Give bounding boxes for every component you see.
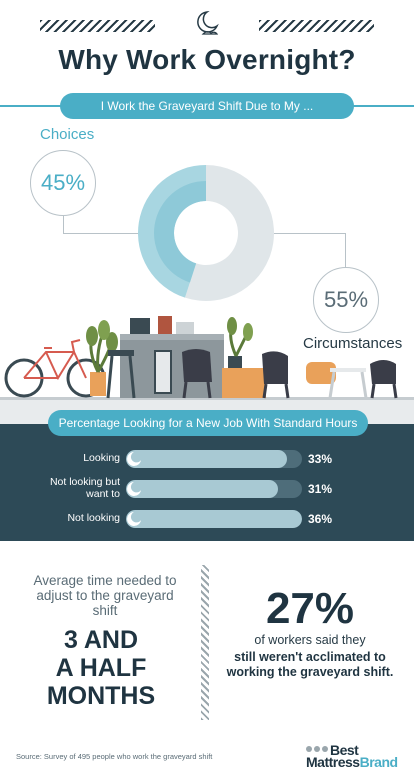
adjust-duration-line: A HALF [55, 654, 147, 682]
job-bar-track [126, 480, 302, 498]
donut-slice-choices-inner [154, 181, 206, 283]
moon-icon [127, 482, 141, 496]
circumstances-label: Circumstances [303, 335, 403, 352]
logo-mattress: MattressBrand [306, 754, 398, 770]
reasons-donut-chart [138, 165, 274, 301]
brand-logo: Best MattressBrand [306, 742, 398, 772]
reasons-banner: I Work the Graveyard Shift Due to My ... [60, 93, 354, 119]
job-row: Looking 33% [0, 448, 414, 468]
acclimated-line1: of workers said they [254, 633, 366, 647]
adjust-duration: 3 AND A HALF MONTHS [26, 626, 176, 710]
moon-icon [197, 11, 219, 35]
job-row: Not looking 36% [0, 508, 414, 528]
job-banner: Percentage Looking for a New Job With St… [48, 410, 368, 436]
job-row-value: 31% [308, 482, 333, 496]
job-row-value: 36% [308, 512, 333, 526]
connector-left-v [63, 216, 64, 234]
connector-left-h [63, 233, 143, 234]
divider [201, 565, 209, 720]
header-hatch-left [40, 20, 155, 32]
acclimated-line2: still weren't acclimated to working the … [226, 650, 394, 679]
logo-mattress-word: Mattress [306, 754, 360, 770]
donut-slice-circumstances [184, 165, 274, 301]
logo-dots-icon [306, 746, 328, 752]
moon-icon [127, 512, 141, 526]
job-row-label: Not looking but want to [49, 476, 120, 500]
source-note: Source: Survey of 495 people who work th… [16, 752, 213, 761]
logo-brand-word: Brand [359, 754, 398, 770]
bicycle-icon [4, 339, 106, 398]
adjust-duration-line: 3 AND [63, 626, 139, 654]
job-row-label: Looking [83, 452, 120, 464]
job-row: Not looking but want to 31% [0, 476, 414, 500]
adjust-duration-line: MONTHS [46, 682, 156, 710]
choices-percent: 45% [30, 150, 96, 216]
circumstances-percent: 55% [313, 267, 379, 333]
job-row-value: 33% [308, 452, 333, 466]
adjust-text: Average time needed to adjust to the gra… [33, 573, 177, 618]
connector-right-h [270, 233, 346, 234]
office-scene-illustration [0, 316, 414, 424]
job-bar-fill [126, 480, 278, 498]
job-row-label: Not looking [67, 512, 120, 524]
job-bar-track [126, 510, 302, 528]
job-bar-fill [126, 450, 288, 468]
choices-label: Choices [40, 126, 95, 143]
moon-icon [127, 452, 141, 466]
connector-right-v [345, 233, 346, 267]
job-bar-track [126, 450, 302, 468]
header-hatch-right [259, 20, 374, 32]
acclimated-percent: 27% [265, 584, 355, 633]
job-bar-fill [126, 510, 302, 528]
logo-best: Best [330, 742, 359, 758]
page-title: Why Work Overnight? [58, 44, 356, 75]
